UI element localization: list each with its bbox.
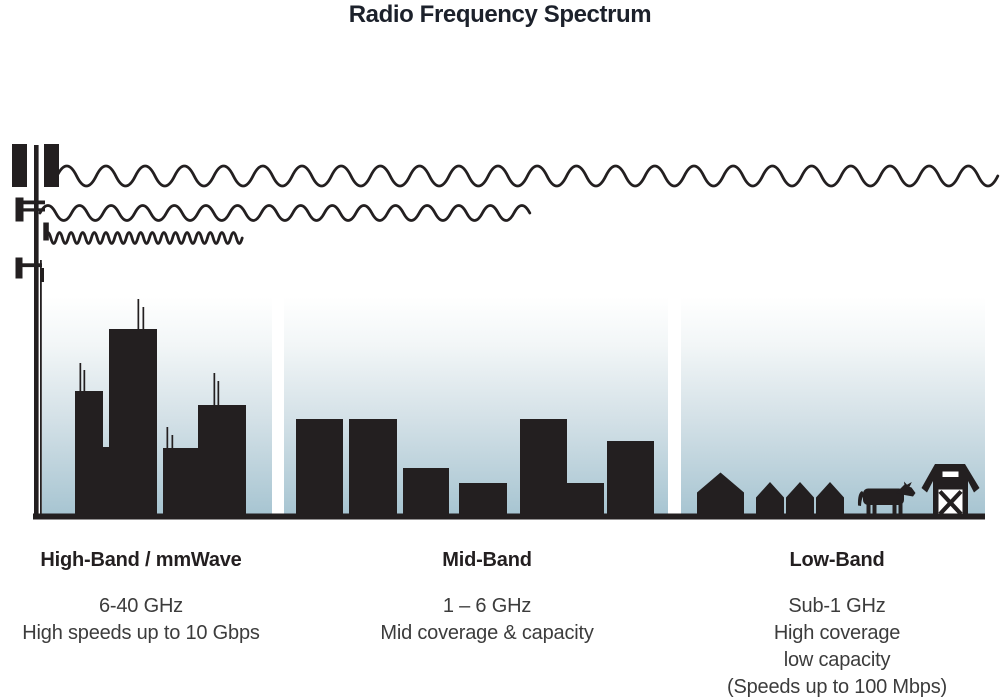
- building-antenna: [142, 307, 145, 329]
- building-antenna: [137, 299, 140, 329]
- ground-line: [33, 513, 985, 520]
- building-antenna: [166, 427, 169, 448]
- building: [520, 419, 567, 518]
- house-icon: [816, 482, 844, 517]
- house-icon: [697, 472, 744, 517]
- building: [75, 391, 103, 518]
- low-band-description: High coverage: [773, 622, 901, 644]
- mid-band-description: Mid coverage & capacity: [380, 622, 594, 644]
- building: [567, 483, 604, 518]
- building: [103, 447, 109, 518]
- cow-icon: [857, 481, 916, 517]
- cell-tower-icon: [12, 144, 59, 520]
- low-band-heading: Low-Band: [789, 549, 885, 571]
- building-antenna: [217, 381, 220, 405]
- low-band-speed: (Speeds up to 100 Mbps): [727, 676, 947, 698]
- town-buildings: [296, 419, 654, 518]
- rural-farm: [697, 464, 980, 517]
- barn-icon: [921, 464, 980, 517]
- low-band-description: low capacity: [783, 649, 891, 671]
- high-band-label: High-Band / mmWave 6-40 GHz High speeds …: [6, 549, 276, 647]
- page-title: Radio Frequency Spectrum: [348, 1, 652, 28]
- mid-band-label: Mid-Band 1 – 6 GHz Mid coverage & capaci…: [352, 549, 622, 647]
- building: [163, 448, 198, 518]
- barn-door-crossbuck: [938, 490, 963, 516]
- barn-vent: [942, 471, 959, 477]
- building-antenna: [171, 435, 174, 448]
- building: [459, 483, 507, 518]
- midband-sky: [284, 297, 668, 517]
- high-band-wave-icon: [43, 231, 244, 245]
- building-antenna: [79, 363, 82, 391]
- low-band-label: Low-Band Sub-1 GHz High coverage low cap…: [697, 549, 977, 700]
- mid-band-heading: Mid-Band: [442, 549, 532, 571]
- building: [349, 419, 397, 518]
- building: [198, 405, 246, 518]
- high-band-description: High speeds up to 10 Gbps: [22, 622, 260, 644]
- high-band-frequency: 6-40 GHz: [99, 595, 183, 617]
- low-band-frequency: Sub-1 GHz: [788, 595, 886, 617]
- city-skyline: [75, 299, 246, 518]
- building-antenna: [213, 373, 216, 405]
- house-icon: [756, 482, 784, 517]
- high-band-heading: High-Band / mmWave: [40, 549, 242, 571]
- building: [403, 468, 449, 518]
- building: [607, 441, 654, 518]
- mid-band-wave-icon: [38, 204, 532, 222]
- house-icon: [786, 482, 814, 517]
- building: [109, 329, 157, 518]
- mid-band-frequency: 1 – 6 GHz: [442, 595, 532, 617]
- building: [296, 419, 343, 518]
- low-band-wave-icon: [55, 164, 1000, 188]
- building-antenna: [83, 370, 86, 391]
